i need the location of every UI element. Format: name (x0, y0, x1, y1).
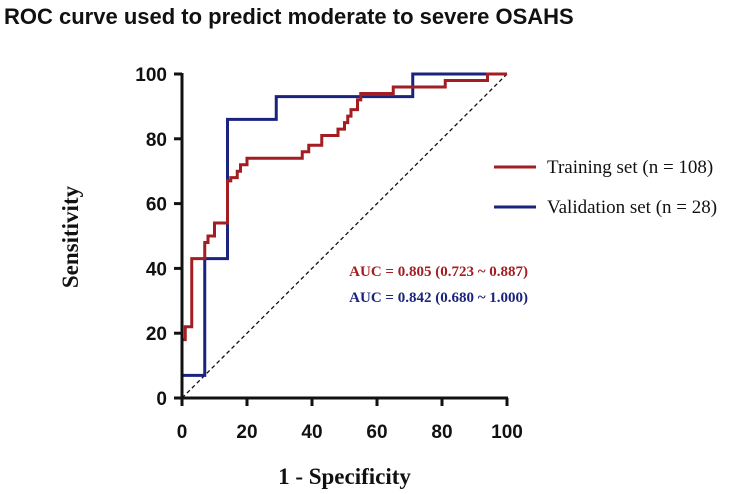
validation-roc-line (180, 72, 507, 398)
x-tick-label: 100 (491, 422, 523, 443)
x-tick-label: 60 (366, 422, 387, 443)
tick-layer: 0 20 40 60 80 100 0 20 40 60 80 100 (135, 65, 523, 443)
y-tick-label: 60 (146, 195, 167, 216)
auc-label-validation: AUC = 0.842 (0.680 ~ 1.000) (349, 290, 528, 306)
legend-label-training: Training set (n = 108) (547, 157, 713, 178)
x-tick-label: 0 (177, 422, 188, 443)
training-roc-line (180, 72, 507, 398)
y-tick-label: 80 (146, 130, 167, 151)
auc-label-training: AUC = 0.805 (0.723 ~ 0.887) (349, 264, 528, 280)
legend: Training set (n = 108) Validation set (n… (494, 157, 717, 218)
y-tick-label: 20 (146, 324, 167, 345)
y-tick-label: 0 (156, 389, 167, 410)
x-axis-label: 1 - Specificity (278, 464, 411, 489)
legend-label-validation: Validation set (n = 28) (547, 197, 717, 218)
series-layer (180, 72, 507, 398)
x-tick-label: 20 (236, 422, 257, 443)
chart-title: ROC curve used to predict moderate to se… (4, 4, 574, 29)
x-tick-label: 80 (431, 422, 452, 443)
y-tick-label: 100 (135, 65, 167, 86)
y-axis-label: Sensitivity (58, 185, 83, 288)
y-tick-label: 40 (146, 259, 167, 280)
x-tick-label: 40 (301, 422, 322, 443)
